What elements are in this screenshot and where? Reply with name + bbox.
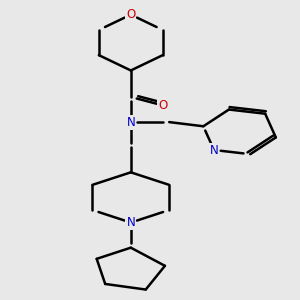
Text: N: N (126, 116, 135, 129)
Text: N: N (126, 216, 135, 229)
Text: O: O (158, 99, 167, 112)
Text: N: N (210, 143, 218, 157)
Text: O: O (126, 8, 135, 21)
